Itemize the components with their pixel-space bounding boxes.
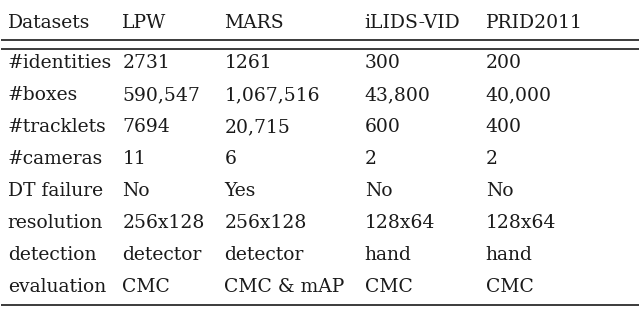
Text: MARS: MARS	[225, 14, 284, 32]
Text: DT failure: DT failure	[8, 182, 103, 200]
Text: 20,715: 20,715	[225, 118, 291, 136]
Text: LPW: LPW	[122, 14, 166, 32]
Text: detector: detector	[225, 246, 304, 264]
Text: #identities: #identities	[8, 54, 112, 72]
Text: detection: detection	[8, 246, 96, 264]
Text: 590,547: 590,547	[122, 86, 200, 105]
Text: No: No	[122, 182, 150, 200]
Text: Yes: Yes	[225, 182, 256, 200]
Text: 40,000: 40,000	[486, 86, 552, 105]
Text: CMC: CMC	[365, 278, 413, 296]
Text: 300: 300	[365, 54, 401, 72]
Text: 6: 6	[225, 150, 236, 168]
Text: 256x128: 256x128	[122, 214, 205, 232]
Text: CMC: CMC	[122, 278, 170, 296]
Text: CMC & mAP: CMC & mAP	[225, 278, 345, 296]
Text: #cameras: #cameras	[8, 150, 103, 168]
Text: No: No	[486, 182, 513, 200]
Text: 256x128: 256x128	[225, 214, 307, 232]
Text: evaluation: evaluation	[8, 278, 106, 296]
Text: hand: hand	[486, 246, 532, 264]
Text: CMC: CMC	[486, 278, 534, 296]
Text: 2: 2	[486, 150, 498, 168]
Text: 2731: 2731	[122, 54, 170, 72]
Text: 2: 2	[365, 150, 376, 168]
Text: 600: 600	[365, 118, 401, 136]
Text: hand: hand	[365, 246, 412, 264]
Text: #tracklets: #tracklets	[8, 118, 106, 136]
Text: PRID2011: PRID2011	[486, 14, 582, 32]
Text: iLIDS-VID: iLIDS-VID	[365, 14, 460, 32]
Text: 43,800: 43,800	[365, 86, 431, 105]
Text: #boxes: #boxes	[8, 86, 78, 105]
Text: Datasets: Datasets	[8, 14, 90, 32]
Text: resolution: resolution	[8, 214, 103, 232]
Text: detector: detector	[122, 246, 202, 264]
Text: 7694: 7694	[122, 118, 170, 136]
Text: 400: 400	[486, 118, 522, 136]
Text: 200: 200	[486, 54, 522, 72]
Text: 1,067,516: 1,067,516	[225, 86, 320, 105]
Text: 11: 11	[122, 150, 146, 168]
Text: 128x64: 128x64	[486, 214, 556, 232]
Text: No: No	[365, 182, 392, 200]
Text: 1261: 1261	[225, 54, 272, 72]
Text: 128x64: 128x64	[365, 214, 435, 232]
